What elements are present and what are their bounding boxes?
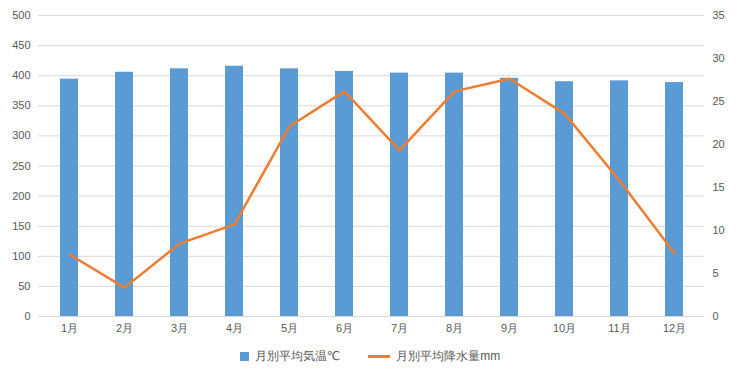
svg-text:2月: 2月 xyxy=(116,322,133,334)
svg-text:12月: 12月 xyxy=(663,322,686,334)
svg-text:15: 15 xyxy=(713,181,725,193)
svg-text:30: 30 xyxy=(713,52,725,64)
svg-text:5: 5 xyxy=(713,267,719,279)
svg-text:20: 20 xyxy=(713,138,725,150)
svg-text:8月: 8月 xyxy=(446,322,463,334)
svg-text:35: 35 xyxy=(713,9,725,21)
svg-text:10月: 10月 xyxy=(553,322,576,334)
svg-text:100: 100 xyxy=(12,250,30,262)
svg-text:6月: 6月 xyxy=(336,322,353,334)
svg-text:10: 10 xyxy=(713,224,725,236)
svg-text:7月: 7月 xyxy=(391,322,408,334)
svg-text:150: 150 xyxy=(12,220,30,232)
svg-text:3月: 3月 xyxy=(171,322,188,334)
svg-text:1月: 1月 xyxy=(61,322,78,334)
svg-text:400: 400 xyxy=(12,69,30,81)
svg-text:0: 0 xyxy=(24,310,30,322)
html-text:月別平均降水量mm: 月別平均降水量mm xyxy=(396,349,501,363)
svg-text:450: 450 xyxy=(12,39,30,51)
svg-text:50: 50 xyxy=(18,280,30,292)
svg-text:500: 500 xyxy=(12,9,30,21)
svg-text:300: 300 xyxy=(12,129,30,141)
svg-text:0: 0 xyxy=(713,310,719,322)
html-text:月別平均気温℃: 月別平均気温℃ xyxy=(254,349,341,363)
svg-text:25: 25 xyxy=(713,95,725,107)
svg-text:4月: 4月 xyxy=(226,322,243,334)
svg-text:350: 350 xyxy=(12,99,30,111)
svg-text:250: 250 xyxy=(12,160,30,172)
svg-text:11月: 11月 xyxy=(608,322,630,334)
svg-text:9月: 9月 xyxy=(501,322,518,334)
svg-text:5月: 5月 xyxy=(281,322,298,334)
svg-text:200: 200 xyxy=(12,190,30,202)
